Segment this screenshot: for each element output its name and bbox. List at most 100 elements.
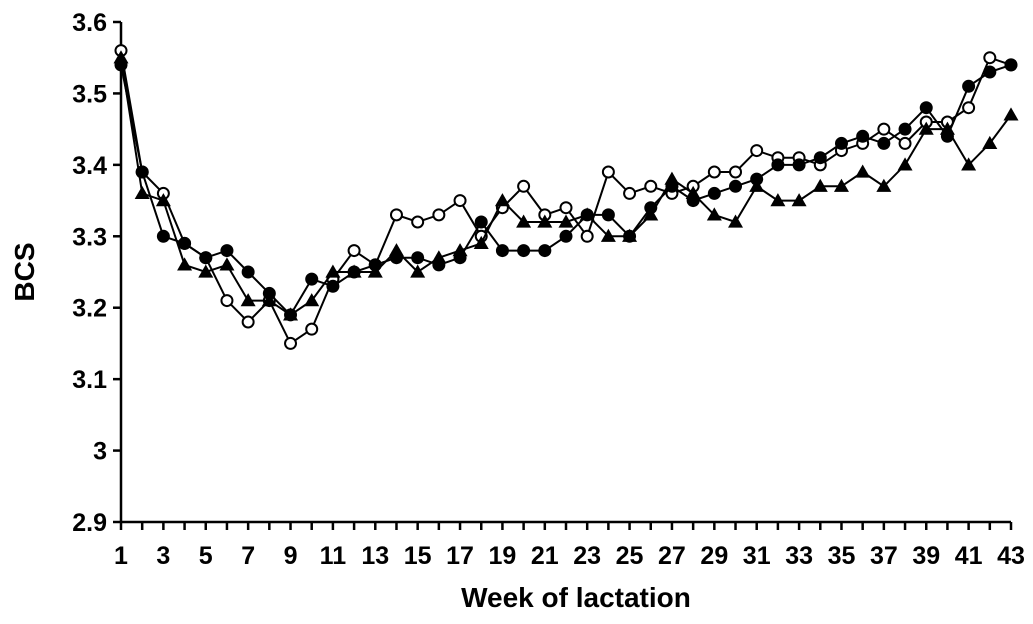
- data-point: [347, 244, 361, 258]
- data-point: [579, 207, 595, 221]
- data-point: [877, 136, 891, 150]
- x-tick-label: 13: [361, 542, 389, 570]
- data-point: [389, 208, 403, 222]
- data-point: [474, 215, 488, 229]
- data-point: [241, 315, 255, 329]
- data-point: [792, 158, 806, 172]
- data-point: [600, 228, 616, 242]
- y-tick-label: 3.2: [72, 295, 107, 323]
- data-point: [770, 193, 786, 207]
- y-tick-label: 3.1: [72, 366, 107, 394]
- y-tick-label: 3.6: [72, 9, 107, 37]
- data-point: [898, 136, 912, 150]
- data-point: [961, 157, 977, 171]
- series-filled-triangle: [113, 50, 1019, 321]
- data-point: [177, 257, 193, 271]
- y-axis: 2.9 3 3.1 3.2 3.3 3.4 3.5 3.6: [72, 9, 123, 537]
- data-point: [622, 228, 638, 242]
- data-point: [919, 101, 933, 115]
- data-point: [411, 215, 425, 229]
- data-point: [113, 50, 129, 64]
- data-point: [494, 193, 510, 207]
- data-point: [729, 165, 743, 179]
- x-tick-label: 3: [156, 542, 170, 570]
- data-point: [623, 186, 637, 200]
- data-point: [685, 185, 701, 200]
- data-point: [834, 136, 848, 150]
- series-layer: [113, 44, 1019, 350]
- x-tick-label: 11: [320, 542, 347, 570]
- data-point: [707, 186, 721, 200]
- data-point: [962, 101, 976, 115]
- data-point: [516, 214, 532, 228]
- data-point: [452, 243, 468, 257]
- data-point: [855, 164, 871, 178]
- x-axis-title: Week of lactation: [461, 582, 691, 613]
- x-tick-label: 43: [997, 542, 1025, 570]
- y-tick-label: 3.3: [72, 223, 107, 251]
- series-line: [120, 57, 1012, 317]
- data-point: [537, 214, 553, 228]
- data-point: [283, 307, 299, 321]
- x-tick-label: 37: [870, 542, 898, 570]
- x-tick-label: 27: [658, 542, 686, 570]
- data-point: [325, 264, 341, 278]
- data-point: [517, 244, 531, 258]
- y-tick-label: 3: [93, 438, 107, 466]
- data-point: [517, 179, 531, 193]
- data-point: [432, 208, 446, 222]
- data-point: [220, 294, 234, 308]
- data-point: [1004, 58, 1018, 72]
- data-point: [473, 235, 489, 250]
- x-tick-label: 23: [573, 542, 601, 570]
- data-point: [771, 158, 785, 172]
- data-point: [750, 144, 764, 158]
- data-point: [877, 122, 891, 136]
- data-point: [601, 208, 615, 222]
- data-point: [559, 229, 573, 243]
- data-point: [410, 264, 426, 278]
- data-point: [220, 244, 234, 258]
- x-tick-label: 15: [404, 542, 432, 570]
- data-point: [791, 193, 807, 207]
- data-point: [240, 293, 256, 307]
- data-point: [918, 121, 934, 135]
- data-point: [833, 178, 849, 192]
- data-point: [707, 165, 721, 179]
- data-point: [198, 264, 214, 278]
- data-point: [411, 251, 425, 265]
- data-point: [538, 244, 552, 258]
- data-point: [558, 214, 574, 228]
- series-line: [120, 50, 1012, 345]
- data-point: [388, 243, 404, 257]
- x-tick-label: 31: [743, 542, 771, 570]
- data-point: [856, 129, 870, 143]
- data-point: [453, 194, 467, 208]
- y-tick-label: 3.5: [72, 80, 107, 108]
- x-tick-label: 41: [955, 542, 983, 570]
- x-tick-label: 35: [828, 542, 856, 570]
- x-tick-label: 21: [531, 542, 559, 570]
- data-point: [219, 257, 235, 271]
- data-point: [346, 264, 362, 278]
- data-point: [983, 65, 997, 79]
- data-point: [897, 157, 913, 171]
- x-tick-label: 33: [785, 542, 813, 570]
- data-point: [305, 272, 319, 286]
- data-point: [813, 151, 827, 165]
- y-axis-title: BCS: [9, 242, 40, 301]
- data-point: [643, 207, 659, 221]
- series-line: [120, 63, 1012, 317]
- data-point: [580, 229, 594, 243]
- x-axis: 1 3 5 7 9 11 13 15 17 19 21 23 25 27 29 31 33 35 37 39 41 43: [114, 520, 1025, 570]
- data-point: [284, 336, 298, 350]
- data-point: [706, 207, 722, 221]
- data-point: [559, 201, 573, 215]
- x-tick-label: 25: [616, 542, 644, 570]
- data-point: [812, 178, 828, 192]
- data-point: [495, 244, 509, 258]
- data-point: [1003, 107, 1019, 121]
- x-tick-label: 5: [199, 542, 213, 570]
- data-point: [304, 293, 320, 307]
